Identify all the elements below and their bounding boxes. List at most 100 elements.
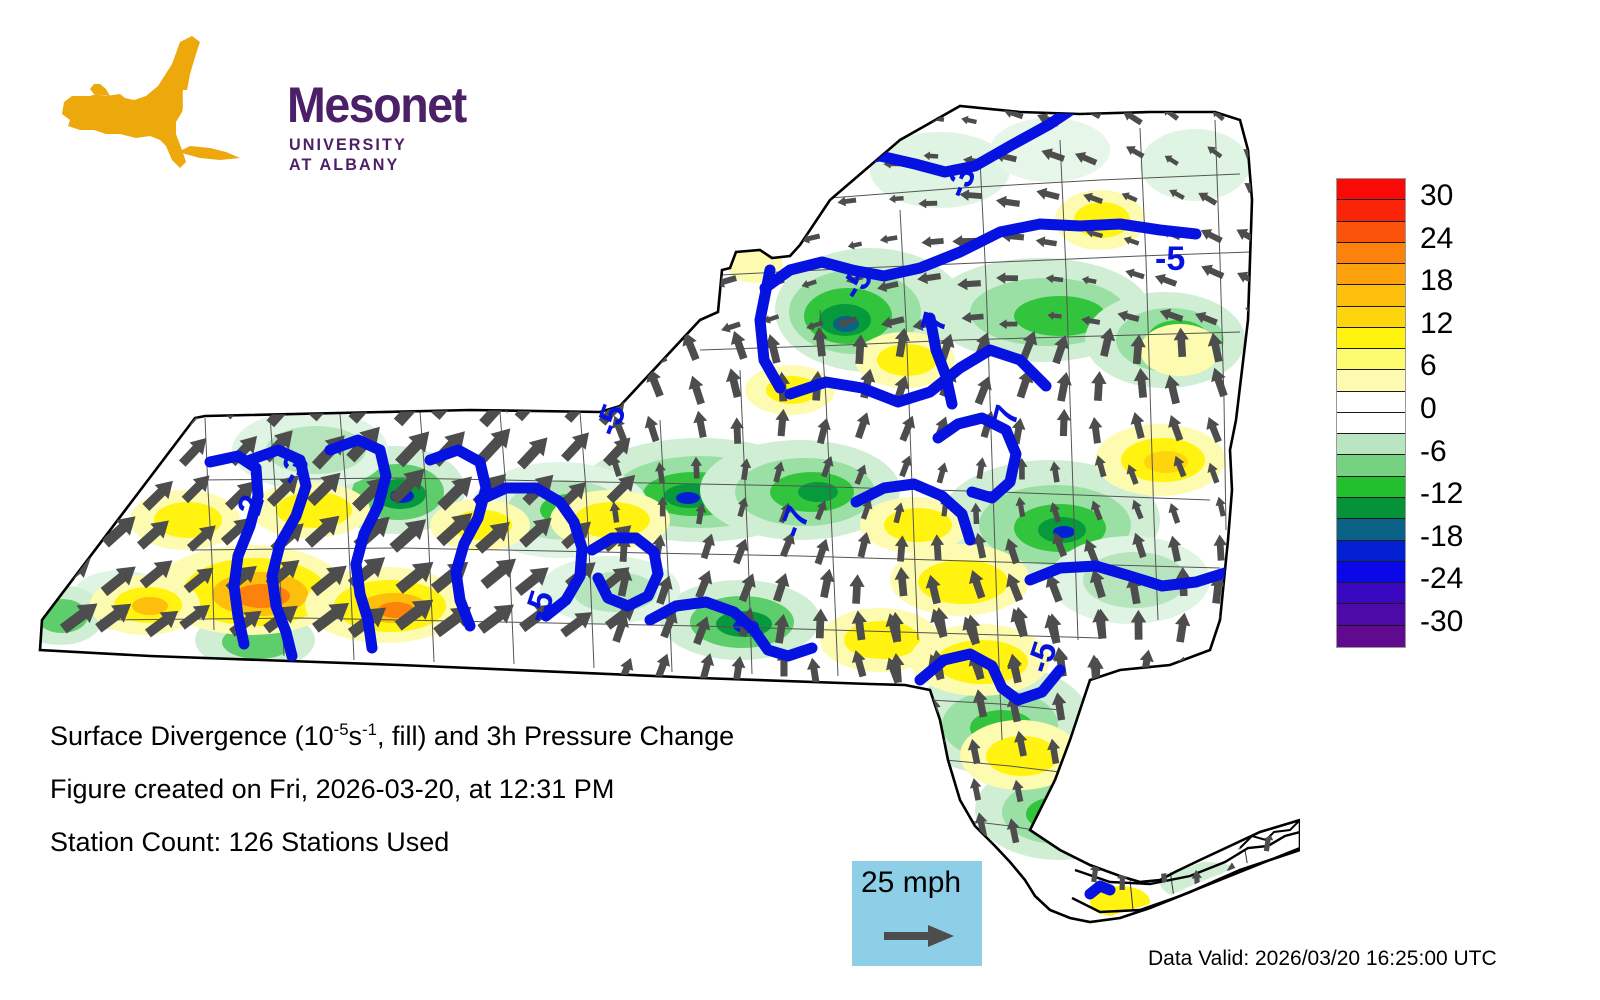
wind-arrow-icon [1188, 830, 1200, 851]
wind-arrow-icon [682, 332, 700, 361]
wind-arrow-icon [933, 607, 949, 638]
wind-arrow-icon [1270, 869, 1281, 890]
wind-arrow-icon [1175, 612, 1191, 643]
wind-arrow-icon [1130, 609, 1147, 640]
contour-label: -5 [1155, 240, 1185, 278]
wind-arrow-icon [998, 319, 1018, 329]
colorbar-tick-label: -12 [1420, 477, 1464, 511]
colorbar-band [1337, 285, 1405, 307]
wind-arrow-icon [1084, 539, 1100, 566]
wind-arrow-icon [807, 657, 821, 685]
new-york-state-outline [38, 104, 1300, 924]
wind-arrow-icon [1014, 730, 1028, 757]
colorbar-tick-label: 0 [1420, 392, 1437, 425]
wind-arrow-icon [605, 328, 621, 358]
wind-arrow-icon [975, 457, 987, 480]
wind-arrow-icon [1054, 814, 1068, 840]
wind-arrow-icon [1006, 573, 1024, 603]
wind-arrow-icon [1260, 569, 1276, 599]
wind-arrow-icon [793, 109, 818, 123]
wind-arrow-icon [1299, 863, 1300, 884]
wind-arrow-icon [762, 314, 780, 324]
wind-arrow-icon [1005, 538, 1020, 565]
wind-arrow-icon [1093, 608, 1110, 639]
wind-arrow-icon [894, 566, 910, 597]
colorbar-tick-label: 24 [1420, 221, 1454, 255]
wind-arrow-icon [1081, 275, 1097, 285]
wind-arrow-icon [1096, 731, 1110, 758]
wind-arrow-icon [821, 455, 834, 478]
wind-arrow-icon [389, 519, 427, 553]
wind-arrow-icon [1020, 331, 1038, 360]
wind-arrow-icon [1083, 192, 1104, 204]
wind-arrow-icon [899, 455, 912, 478]
wind-arrow-icon [974, 376, 992, 406]
wind-arrow-icon [812, 327, 828, 357]
wind-arrow-icon [605, 375, 623, 405]
wind-arrow-icon [1045, 274, 1064, 284]
colorbar-band [1337, 519, 1405, 541]
wind-arrow-icon [923, 151, 939, 161]
wind-arrow-icon [654, 653, 670, 681]
wind-arrow-icon [220, 517, 251, 546]
wind-arrow-icon [973, 689, 988, 718]
wind-arrow-icon [1117, 310, 1140, 322]
wind-arrow-icon [1089, 569, 1106, 599]
wind-arrow-icon [970, 502, 982, 525]
wind-arrow-icon [881, 316, 905, 329]
wind-arrow-icon [851, 610, 867, 641]
wind-arrow-icon [715, 154, 737, 166]
wind-arrow-icon [304, 515, 340, 548]
wind-arrow-icon [967, 738, 981, 765]
wind-arrow-icon [1167, 535, 1182, 562]
wind-arrow-icon [773, 572, 790, 603]
wind-arrow-icon [1201, 264, 1225, 280]
caption-station-count: Station Count: 126 Stations Used [50, 827, 450, 857]
divergence-colorbar [1336, 178, 1406, 648]
wind-arrow-icon [514, 567, 549, 596]
wind-arrow-icon [1121, 192, 1138, 203]
caption-exponent-1: -5 [333, 720, 349, 739]
wind-arrow-icon [1173, 327, 1189, 358]
wind-arrow-icon [1206, 416, 1222, 443]
wind-arrow-icon [394, 599, 434, 631]
wind-arrow-icon [973, 532, 987, 559]
wind-arrow-icon [225, 481, 255, 511]
wind-arrow-icon [95, 436, 128, 470]
wind-arrow-icon [480, 558, 517, 590]
wind-arrow-icon [1254, 532, 1269, 559]
wind-scale-label: 25 mph [861, 866, 962, 899]
wind-arrow-icon [674, 237, 698, 250]
wind-arrow-icon [759, 154, 784, 167]
colorbar-band [1337, 412, 1405, 435]
wind-arrow-icon [995, 195, 1021, 209]
wind-arrow-icon [101, 387, 133, 422]
wind-arrow-icon [1123, 236, 1140, 246]
wind-arrow-icon [794, 157, 819, 170]
wind-arrow-icon [1154, 273, 1178, 287]
wind-arrow-icon [1081, 315, 1101, 326]
wind-arrow-icon [684, 117, 699, 126]
wind-arrow-icon [814, 500, 827, 521]
wind-arrow-icon [137, 391, 168, 424]
wind-arrow-icon [519, 517, 552, 548]
wind-arrow-icon [969, 570, 986, 599]
wind-arrow-icon [609, 501, 621, 523]
wind-arrow-icon [657, 496, 668, 517]
wind-arrow-icon [1091, 371, 1107, 401]
wind-arrow-icon [1213, 534, 1228, 561]
wind-arrow-icon [1049, 502, 1062, 523]
wind-arrow-icon [1007, 653, 1023, 684]
wind-arrow-icon [733, 538, 749, 565]
wind-arrow-icon [752, 192, 778, 206]
wind-arrow-icon [837, 196, 857, 207]
wind-arrow-icon [602, 437, 631, 467]
colorbar-band [1337, 540, 1405, 562]
wind-arrow-icon [1173, 455, 1187, 478]
colorbar-tick-label: -18 [1420, 519, 1464, 553]
wind-arrow-icon [1051, 692, 1067, 721]
wind-arrow-icon [816, 417, 831, 445]
logo-subtitle-text: UNIVERSITY AT ALBANY [289, 135, 407, 174]
wind-arrow-icon [52, 391, 86, 428]
wind-arrow-icon [700, 533, 715, 560]
